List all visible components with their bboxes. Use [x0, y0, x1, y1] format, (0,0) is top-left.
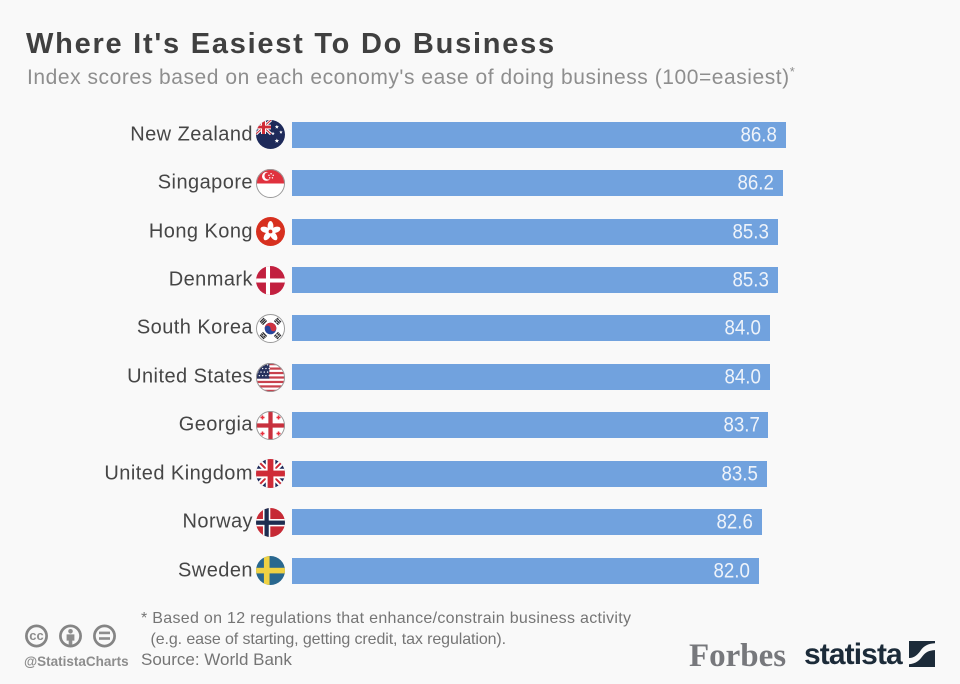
- svg-text:@StatistaCharts: @StatistaCharts: [24, 654, 129, 669]
- svg-text:cc: cc: [29, 628, 43, 643]
